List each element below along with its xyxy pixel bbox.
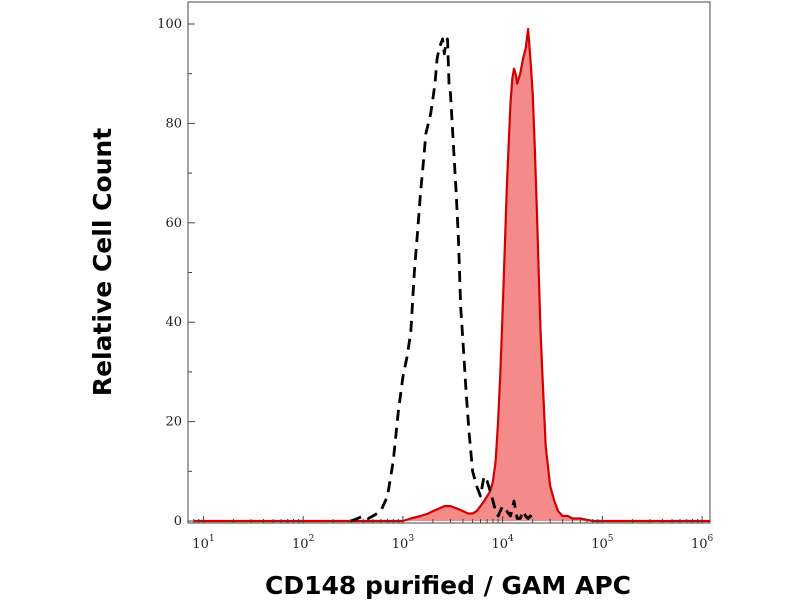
y-tick-label: 80: [165, 116, 182, 131]
x-tick-label: 106: [691, 534, 714, 552]
y-tick-label: 20: [165, 415, 182, 430]
x-tick-label: 101: [192, 534, 214, 552]
plot-frame: [187, 1, 711, 524]
plot-border: [187, 1, 711, 524]
x-tick-label: 102: [292, 534, 314, 552]
series-0-line: [350, 37, 538, 523]
y-axis-ticks: 0 20 40 60 80 100: [157, 17, 195, 529]
series-1-area: [193, 29, 711, 521]
x-tick-label: 103: [392, 534, 415, 552]
series-1-line: [193, 27, 710, 523]
y-tick-label: 100: [157, 17, 182, 32]
x-tick-label: 104: [492, 534, 515, 552]
y-tick-label: 60: [165, 216, 182, 231]
y-tick-label: 0: [174, 514, 182, 529]
x-tick-label: 105: [591, 534, 614, 552]
x-axis-title: CD148 purified / GAM APC: [265, 571, 631, 600]
y-tick-label: 40: [165, 315, 182, 330]
series-layer: [193, 27, 711, 523]
y-axis-title: Relative Cell Count: [88, 128, 117, 396]
x-axis-ticks: 101 102 103 104 105 106: [187, 516, 714, 552]
